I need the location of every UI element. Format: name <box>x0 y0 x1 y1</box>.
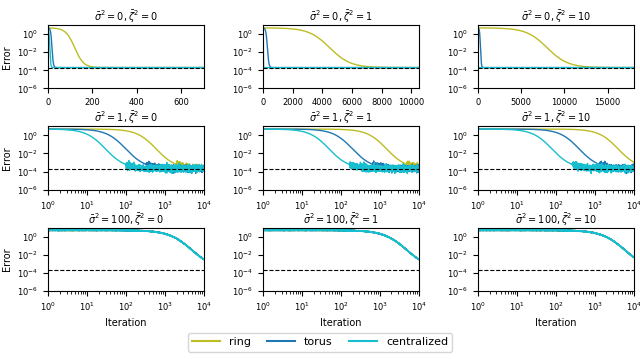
Legend: ring, torus, centralized: ring, torus, centralized <box>188 333 452 352</box>
Y-axis label: Error: Error <box>2 146 12 170</box>
Title: $\bar{\sigma}^2 = 0, \bar{\zeta}^2 = 1$: $\bar{\sigma}^2 = 0, \bar{\zeta}^2 = 1$ <box>309 9 372 25</box>
X-axis label: Iteration: Iteration <box>105 318 147 328</box>
Y-axis label: Error: Error <box>2 247 12 271</box>
X-axis label: Iteration: Iteration <box>535 318 577 328</box>
Y-axis label: Error: Error <box>2 45 12 69</box>
Title: $\bar{\sigma}^2 = 100, \bar{\zeta}^2 = 1$: $\bar{\sigma}^2 = 100, \bar{\zeta}^2 = 1… <box>303 211 379 228</box>
Title: $\bar{\sigma}^2 = 1, \bar{\zeta}^2 = 0$: $\bar{\sigma}^2 = 1, \bar{\zeta}^2 = 0$ <box>94 110 157 126</box>
Title: $\bar{\sigma}^2 = 1, \bar{\zeta}^2 = 1$: $\bar{\sigma}^2 = 1, \bar{\zeta}^2 = 1$ <box>309 110 372 126</box>
Title: $\bar{\sigma}^2 = 0, \bar{\zeta}^2 = 10$: $\bar{\sigma}^2 = 0, \bar{\zeta}^2 = 10$ <box>521 9 591 25</box>
Title: $\bar{\sigma}^2 = 100, \bar{\zeta}^2 = 0$: $\bar{\sigma}^2 = 100, \bar{\zeta}^2 = 0… <box>88 211 164 228</box>
X-axis label: Iteration: Iteration <box>320 318 362 328</box>
Title: $\bar{\sigma}^2 = 100, \bar{\zeta}^2 = 10$: $\bar{\sigma}^2 = 100, \bar{\zeta}^2 = 1… <box>515 211 597 228</box>
Title: $\bar{\sigma}^2 = 0, \bar{\zeta}^2 = 0$: $\bar{\sigma}^2 = 0, \bar{\zeta}^2 = 0$ <box>94 9 157 25</box>
Title: $\bar{\sigma}^2 = 1, \bar{\zeta}^2 = 10$: $\bar{\sigma}^2 = 1, \bar{\zeta}^2 = 10$ <box>521 110 591 126</box>
